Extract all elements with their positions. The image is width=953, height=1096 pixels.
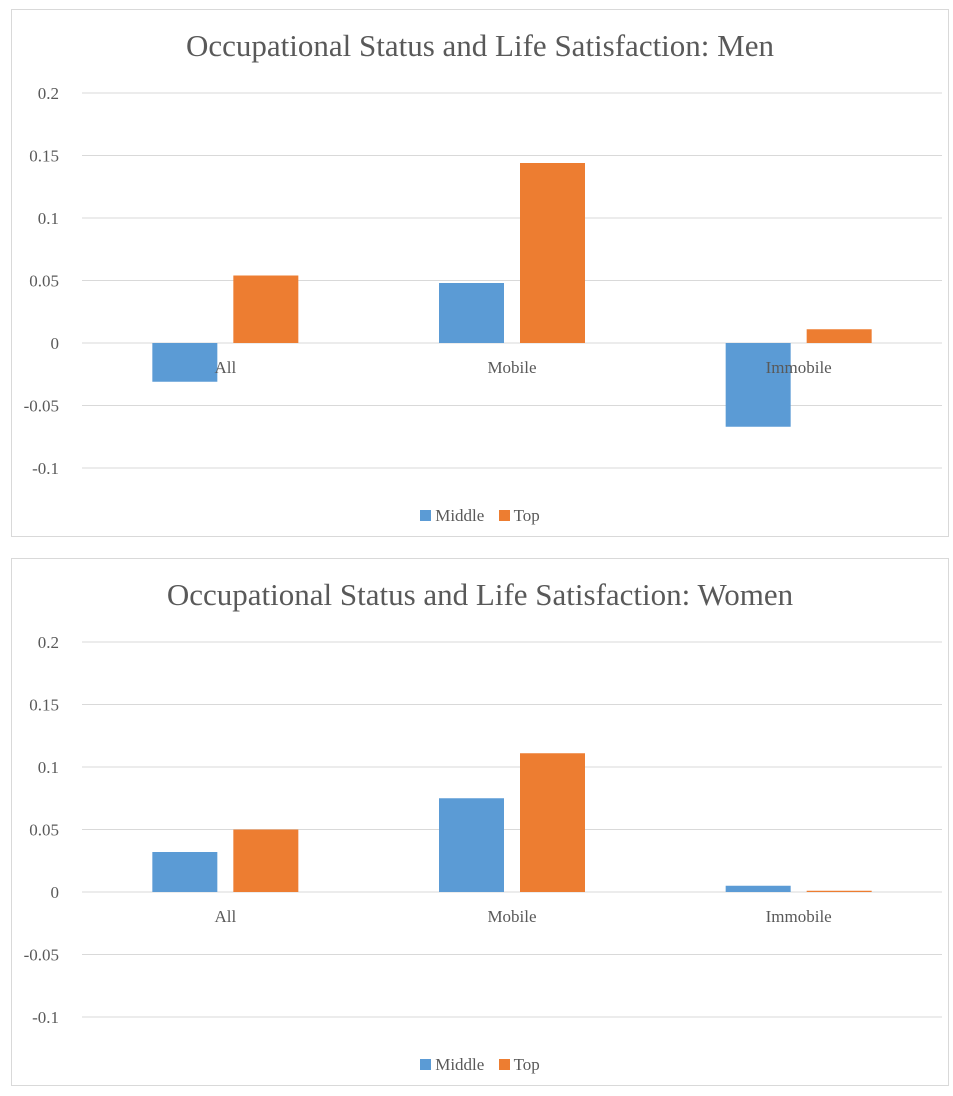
y-tick-label: 0.1 [38,758,59,777]
bar-middle-all [152,852,218,892]
bar-top-immobile [806,890,872,892]
y-tick-label: 0 [51,334,60,353]
chart-plot-area: 0.2 0.15 0.1 0.05 0 -0.05 -0.1 All Mobile Immobil… [24,84,942,478]
y-tick-label: 0.1 [38,209,59,228]
legend-item-middle: Middle [420,506,484,526]
legend-label: Top [513,506,540,525]
bar-middle-immobile [725,343,791,427]
bar-middle-mobile [439,798,504,892]
y-tick-label: 0.15 [29,696,59,715]
legend-swatch-middle [420,510,432,521]
legend: Middle Top [12,1055,948,1075]
bar-top-all [233,275,299,343]
chart-title: Occupational Status and Life Satisfactio… [166,577,794,612]
bar-middle-all [152,343,218,382]
bar-middle-immobile [725,885,791,892]
y-tick-label: -0.05 [24,397,59,416]
legend-item-middle: Middle [420,1055,484,1075]
y-tick-label: -0.1 [32,459,59,478]
x-tick-label: Immobile [766,907,832,926]
y-tick-label: 0.05 [29,821,59,840]
legend-swatch-middle [420,1059,432,1070]
chart-women: Occupational Status and Life Satisfactio… [11,558,949,1086]
legend-label: Middle [435,1055,485,1074]
y-tick-label: 0.15 [29,147,59,166]
x-tick-label: Mobile [487,358,536,377]
legend-swatch-top [498,1059,510,1070]
x-tick-label: Mobile [487,907,536,926]
bar-middle-mobile [439,283,504,343]
y-tick-label: 0.2 [38,84,59,103]
y-tick-label: -0.1 [32,1008,59,1027]
legend-label: Middle [435,506,485,525]
bar-top-mobile [520,163,585,343]
y-tick-label: -0.05 [24,946,59,965]
legend-label: Top [513,1055,540,1074]
x-tick-label: All [214,358,236,377]
y-tick-label: 0.05 [29,272,59,291]
legend-item-top: Top [498,506,540,526]
chart-title: Occupational Status and Life Satisfactio… [186,28,774,63]
legend-swatch-top [498,510,510,521]
chart-men: Occupational Status and Life Satisfactio… [11,9,949,537]
legend: Middle Top [12,506,948,526]
bar-top-immobile [806,329,872,343]
x-tick-label: Immobile [766,358,832,377]
y-tick-label: 0.2 [38,633,59,652]
bar-top-mobile [520,753,585,892]
x-tick-label: All [214,907,236,926]
chart-plot-area: 0.2 0.15 0.1 0.05 0 -0.05 -0.1 All Mobile Immobil… [24,633,942,1027]
y-tick-label: 0 [51,883,60,902]
bar-top-all [233,829,299,892]
legend-item-top: Top [498,1055,540,1075]
